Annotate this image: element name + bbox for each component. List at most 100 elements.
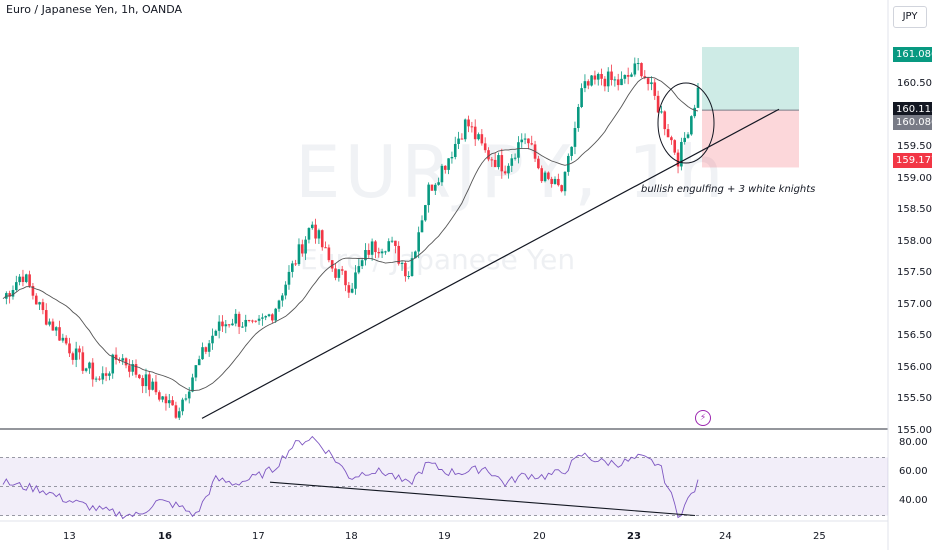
candle-body [224,324,228,327]
candle-body [487,150,490,160]
candle-body [630,74,633,77]
candle-body [424,205,427,221]
price-tick-label: 160.500 [897,78,932,89]
candle-body [586,81,590,86]
candle-body [134,364,138,375]
time-tick-label: 23 [627,531,641,542]
candle-body [530,143,534,145]
candle-body [693,107,696,117]
candle-body [247,319,251,321]
candle-body [231,323,234,326]
candle-body [427,184,430,206]
chart-title: Euro / Japanese Yen, 1h, OANDA [6,3,183,16]
candle-body [520,139,524,143]
candle-body [640,63,643,77]
candle-body [690,116,693,135]
candle-body [337,269,341,278]
candle-body [350,288,354,293]
candle-body [88,362,91,369]
candle-body [626,75,630,77]
candle-body [340,269,344,271]
candle-body [124,358,128,366]
candle-body [274,308,277,321]
candle-body [493,159,497,168]
candle-body [264,316,268,318]
stop-zone [702,110,799,168]
rsi-tick-label: 60.00 [899,466,928,477]
price-badge: 160.113 [893,102,932,117]
candle-body [144,374,148,387]
candle-body [360,260,364,267]
candle-body [141,378,144,387]
candle-body [128,365,131,372]
price-tick-label: 155.500 [897,393,932,405]
candle-body [410,258,414,276]
candle-body [241,326,244,328]
candle-body [610,71,613,81]
candle-body [207,343,211,352]
candle-body [447,158,450,170]
candle-body [281,295,284,301]
price-badge: 159.177 [893,153,932,168]
candle-body [68,343,71,354]
candle-body [48,321,51,325]
candle-body [613,79,617,81]
candle-body [104,373,108,376]
candle-body [636,63,640,65]
candle-body [154,381,158,393]
candle-body [666,129,670,138]
candle-body [573,128,577,147]
candle-body [227,324,231,326]
candle-body [310,224,314,229]
trendline [201,108,780,419]
candle-body [108,373,111,376]
candle-body [41,302,45,311]
candle-body [467,119,470,127]
candle-body [194,365,198,378]
candle-body [34,295,38,305]
candle-body [58,327,61,341]
candle-body [81,352,85,371]
candle-body [380,251,384,254]
candle-body [114,354,118,360]
candle-body [660,111,663,113]
candle-body [28,274,31,287]
price-tick-label: 158.500 [897,204,932,216]
name-watermark: Euro / Japanese Yen [300,243,576,276]
candle-body [324,247,327,249]
candle-body [503,171,507,174]
candle-body [204,347,208,352]
price-tick-label: 156.000 [897,361,932,373]
price-tick-label: 159.500 [897,141,932,153]
candle-body [24,274,28,282]
candle-body [121,358,125,361]
candle-body [78,348,81,353]
candle-body [300,244,304,254]
time-tick-label: 20 [533,531,546,542]
candle-body [51,321,55,331]
candle-body [314,224,317,239]
candle-body [161,396,164,400]
candle-body [646,78,650,85]
lightning-icon[interactable]: ⚡ [695,410,711,426]
candle-body [477,134,480,140]
candle-body [370,241,374,255]
candle-body [517,142,520,158]
candle-body [596,73,600,80]
candle-body [540,168,544,182]
candle-body [676,152,680,167]
candle-body [317,230,321,239]
candle-body [576,107,580,129]
currency-button[interactable]: JPY [893,6,927,28]
candle-body [663,111,667,130]
time-tick-label: 19 [438,531,451,542]
candle-body [304,239,307,254]
candle-body [653,82,657,96]
candle-body [557,178,560,186]
rsi-line [2,435,699,520]
candle-body [377,252,381,254]
candle-body [480,134,484,144]
candle-body [560,185,563,192]
